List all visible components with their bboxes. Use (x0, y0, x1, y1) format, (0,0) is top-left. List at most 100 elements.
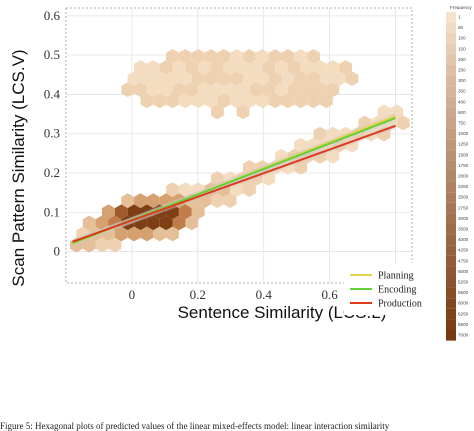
hex-bin (281, 71, 295, 86)
hex-bin (307, 93, 320, 109)
hex-bin (377, 104, 391, 120)
scale-swatch (446, 75, 456, 87)
hex-bin (230, 93, 243, 109)
scale-label: 5000 (458, 269, 469, 274)
hex-bin (287, 60, 301, 75)
hex-bin (146, 82, 160, 98)
hex-bin (217, 49, 231, 64)
hex-bin (345, 137, 359, 153)
hex-bin (262, 82, 276, 98)
scale-swatch (446, 202, 456, 214)
hex-bin (390, 104, 404, 120)
scale-swatch (446, 287, 456, 299)
x-axis-title: Sentence Similarity (LCS.L) (178, 303, 387, 322)
scale-swatch (446, 234, 456, 246)
hex-bin (172, 215, 186, 231)
scale-swatch (446, 107, 456, 118)
hex-bin (185, 215, 199, 231)
hex-bin (243, 49, 256, 64)
hex-bin (243, 71, 256, 86)
hex-bin (159, 60, 173, 75)
scale-swatch (446, 118, 456, 129)
scale-swatch (446, 308, 456, 320)
hex-bin (178, 71, 192, 86)
scale-label: 6500 (458, 322, 469, 327)
hex-bin (230, 49, 243, 64)
hex-bin (249, 82, 263, 98)
y-tick-label: 0.3 (44, 126, 60, 141)
legend-label-encoding: Encoding (378, 285, 416, 296)
hex-bin (281, 93, 295, 109)
scale-label: 400 (458, 99, 466, 104)
hex-bin (339, 60, 352, 75)
hex-bin (198, 60, 211, 75)
hex-bin (326, 148, 340, 164)
hex-bin (255, 71, 269, 86)
scale-label: 1000 (458, 131, 469, 136)
hex-bin (178, 204, 192, 220)
scale-swatch (446, 171, 456, 182)
x-tick-label: 0.6 (321, 287, 338, 302)
x-tick-label: 0 (129, 287, 136, 302)
hex-bin (134, 60, 147, 75)
scale-label: 2000 (458, 174, 469, 179)
hex-bin (159, 215, 173, 231)
hex-bin (313, 82, 327, 98)
scale-label: 1750 (458, 163, 469, 168)
scale-swatch (446, 330, 456, 341)
hex-bin (127, 226, 141, 242)
hex-bin (230, 71, 243, 86)
hex-bin (204, 71, 218, 86)
hex-bin (95, 237, 109, 253)
scale-swatch (446, 96, 456, 108)
hex-bin (268, 71, 282, 86)
hex-bin (396, 115, 410, 131)
hex-bin (255, 93, 269, 109)
scale-swatch (446, 149, 456, 161)
hex-bin (211, 171, 224, 186)
scale-swatch (446, 224, 456, 235)
scale-swatch (446, 298, 456, 309)
hex-bin (236, 104, 250, 120)
hex-bin (313, 60, 327, 75)
hex-bin (191, 71, 205, 86)
hex-bin (223, 193, 237, 209)
hex-bin (146, 60, 160, 75)
y-tick-label: 0.4 (44, 86, 61, 101)
hex-bin (294, 93, 308, 109)
hex-bin (313, 126, 327, 142)
hex-bin (153, 226, 167, 242)
hex-bin (140, 226, 154, 242)
scale-label: 2500 (458, 195, 469, 200)
hex-bin (166, 49, 179, 64)
hex-bin (275, 60, 288, 75)
y-tick-label: 0.5 (44, 47, 60, 62)
hex-bin (82, 215, 96, 231)
scale-swatch (446, 245, 456, 256)
hex-bin (243, 160, 256, 175)
scale-label: 5500 (458, 290, 469, 295)
scale-swatch (446, 86, 456, 97)
hex-bin (204, 49, 218, 64)
hex-bin (159, 193, 173, 209)
hex-bin (191, 49, 205, 64)
hex-bin (262, 171, 276, 186)
x-tick-label: 0.2 (190, 287, 206, 302)
hex-bin (198, 82, 211, 98)
hex-bin (204, 93, 218, 109)
hex-bin (236, 82, 250, 98)
hex-bin (153, 93, 167, 109)
scale-label: 100 (458, 36, 466, 41)
hex-bin (300, 82, 314, 98)
scale-label: 200 (458, 57, 466, 62)
hex-bin (172, 60, 186, 75)
scale-label: 1250 (458, 142, 469, 147)
hex-bin (82, 237, 96, 253)
hex-bin (121, 82, 135, 98)
hex-bin (121, 193, 135, 209)
scale-swatch (446, 139, 456, 150)
hex-bin (217, 93, 231, 109)
legend-label-planning: Planning (378, 271, 414, 282)
scale-label: 1 (458, 15, 461, 20)
